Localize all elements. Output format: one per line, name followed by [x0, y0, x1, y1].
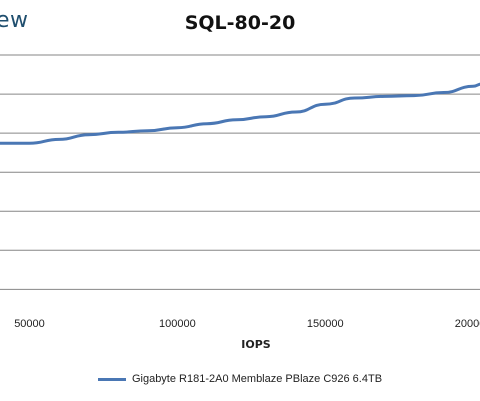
- chart-title: SQL-80-20: [184, 12, 296, 34]
- brand-logo-text: ew: [0, 8, 29, 33]
- series-line: [0, 82, 480, 145]
- x-tick-label: 150000: [307, 318, 344, 330]
- x-tick-label: 200000: [455, 318, 480, 330]
- legend: Gigabyte R181-2A0 Memblaze PBlaze C926 6…: [0, 373, 480, 385]
- legend-label: Gigabyte R181-2A0 Memblaze PBlaze C926 6…: [131, 373, 383, 385]
- x-tick-label: 100000: [159, 318, 196, 330]
- x-tick-label: 50000: [14, 318, 45, 330]
- legend-swatch: [97, 377, 126, 381]
- x-axis-label: IOPS: [241, 338, 271, 351]
